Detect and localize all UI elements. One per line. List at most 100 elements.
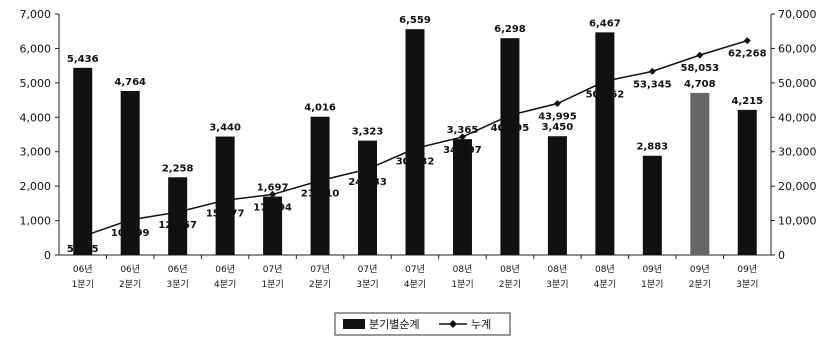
bar [405, 29, 425, 256]
cumulative-value-label: 15,877 [206, 208, 245, 219]
right-tick-label: 30,000 [778, 146, 817, 159]
x-category-quarter: 3분기 [736, 279, 758, 290]
x-category-quarter: 1분기 [72, 279, 94, 290]
x-category-quarter: 2분기 [689, 279, 711, 290]
bar [500, 38, 520, 256]
line-point [174, 208, 182, 216]
right-tick-label: 60,000 [778, 42, 817, 55]
x-category-quarter: 4분기 [594, 279, 616, 290]
left-tick-label: 6,000 [20, 42, 52, 55]
bar-value-label: 4,016 [304, 103, 336, 114]
cumulative-value-label: 30,932 [396, 157, 435, 168]
x-category-year: 06년 [73, 264, 93, 275]
bar [452, 139, 472, 255]
line-point [269, 190, 277, 198]
bar [310, 116, 330, 255]
line-point [553, 100, 561, 108]
cumulative-value-label: 34,297 [443, 145, 482, 156]
cumulative-value-label: 21,610 [301, 189, 340, 200]
cumulative-value-label: 17,594 [253, 202, 292, 213]
legend-bar-label: 분기별순계 [369, 318, 420, 331]
bar [547, 136, 567, 255]
bar [215, 136, 235, 255]
x-category-year: 08년 [595, 264, 615, 275]
line-point [506, 111, 514, 119]
x-category-quarter: 3분기 [356, 279, 378, 290]
x-category-quarter: 3분기 [167, 279, 189, 290]
line-series [79, 37, 751, 240]
right-tick-label: 70,000 [778, 8, 817, 21]
bar [737, 109, 757, 255]
line-point [221, 196, 229, 204]
bar-value-label: 3,323 [352, 127, 384, 138]
x-category-year: 08년 [548, 264, 568, 275]
left-tick-label: 1,000 [20, 215, 52, 228]
bar-value-label: 2,883 [637, 142, 669, 153]
x-category-year: 07년 [310, 264, 330, 275]
right-tick-label: 10,000 [778, 215, 817, 228]
x-category-quarter: 1분기 [451, 279, 473, 290]
x-category-year: 08년 [453, 264, 473, 275]
line-point [458, 133, 466, 141]
cumulative-value-label: 62,268 [728, 49, 767, 60]
cumulative-value-label: 40,595 [491, 123, 530, 134]
bar-series [73, 29, 757, 256]
line-point [316, 177, 324, 185]
x-category-quarter: 2분기 [119, 279, 141, 290]
bar-value-label: 6,298 [494, 24, 526, 35]
x-category-year: 08년 [500, 264, 520, 275]
cumulative-value-label: 58,053 [681, 63, 720, 74]
bar [642, 155, 662, 255]
bar [595, 32, 615, 255]
bar-value-label: 4,764 [114, 77, 146, 88]
left-axis-ticks: 0 1,000 2,000 3,000 4,000 5,000 6,000 7,000 [20, 8, 59, 262]
line-point [126, 216, 134, 224]
bar-value-label: 3,440 [209, 123, 241, 134]
x-category-year: 06년 [215, 264, 235, 275]
x-axis-categories: 06년 1분기 06년 2분기 06년 3분기 06년 4분기 07년 1분기 07년 2분기 07년 3… [72, 264, 759, 290]
bar [73, 67, 93, 255]
bar [690, 92, 710, 256]
x-category-quarter: 1분기 [641, 279, 663, 290]
right-axis-ticks: 0 10,000 20,000 30,000 40,000 50,000 60,000 70,… [771, 8, 817, 262]
x-category-year: 09년 [737, 264, 757, 275]
left-tick-label: 4,000 [20, 111, 52, 124]
x-category-quarter: 4분기 [214, 279, 236, 290]
line-point [364, 165, 372, 173]
left-tick-label: 0 [44, 249, 51, 262]
cumulative-value-label: 10,199 [111, 228, 150, 239]
x-category-quarter: 2분기 [499, 279, 521, 290]
bar [120, 90, 140, 255]
bar-value-label: 6,467 [589, 18, 621, 29]
bar [358, 140, 378, 255]
legend-bar-swatch [343, 319, 365, 329]
legend-box [334, 312, 511, 336]
bar-data-labels: 5,436 4,764 2,258 3,440 1,697 4,016 3,323 6,559… [67, 15, 763, 193]
cumulative-value-label: 43,995 [538, 112, 577, 123]
x-category-year: 09년 [642, 264, 662, 275]
right-tick-label: 50,000 [778, 77, 817, 90]
cumulative-value-label: 50,462 [586, 89, 625, 100]
x-category-year: 07년 [263, 264, 283, 275]
cumulative-value-label: 12,457 [158, 220, 197, 231]
left-tick-label: 5,000 [20, 77, 52, 90]
right-tick-label: 40,000 [778, 111, 817, 124]
legend-line-label: 누계 [471, 318, 491, 331]
x-category-quarter: 2분기 [309, 279, 331, 290]
x-category-year: 06년 [168, 264, 188, 275]
right-tick-label: 0 [778, 249, 785, 262]
x-category-year: 07년 [405, 264, 425, 275]
line-point [648, 67, 656, 75]
legend-line-marker [449, 320, 457, 328]
line-data-labels: 5,435 10,199 12,457 15,877 17,594 21,610 24,93… [67, 49, 767, 255]
right-tick-label: 20,000 [778, 180, 817, 193]
bar-value-label: 2,258 [162, 163, 194, 174]
bar-value-label: 3,450 [542, 122, 574, 133]
bar-value-label: 1,697 [257, 183, 289, 194]
x-category-quarter: 1분기 [261, 279, 283, 290]
line-point [411, 145, 419, 153]
cumulative-value-label: 24,933 [348, 177, 387, 188]
x-category-quarter: 4분기 [404, 279, 426, 290]
